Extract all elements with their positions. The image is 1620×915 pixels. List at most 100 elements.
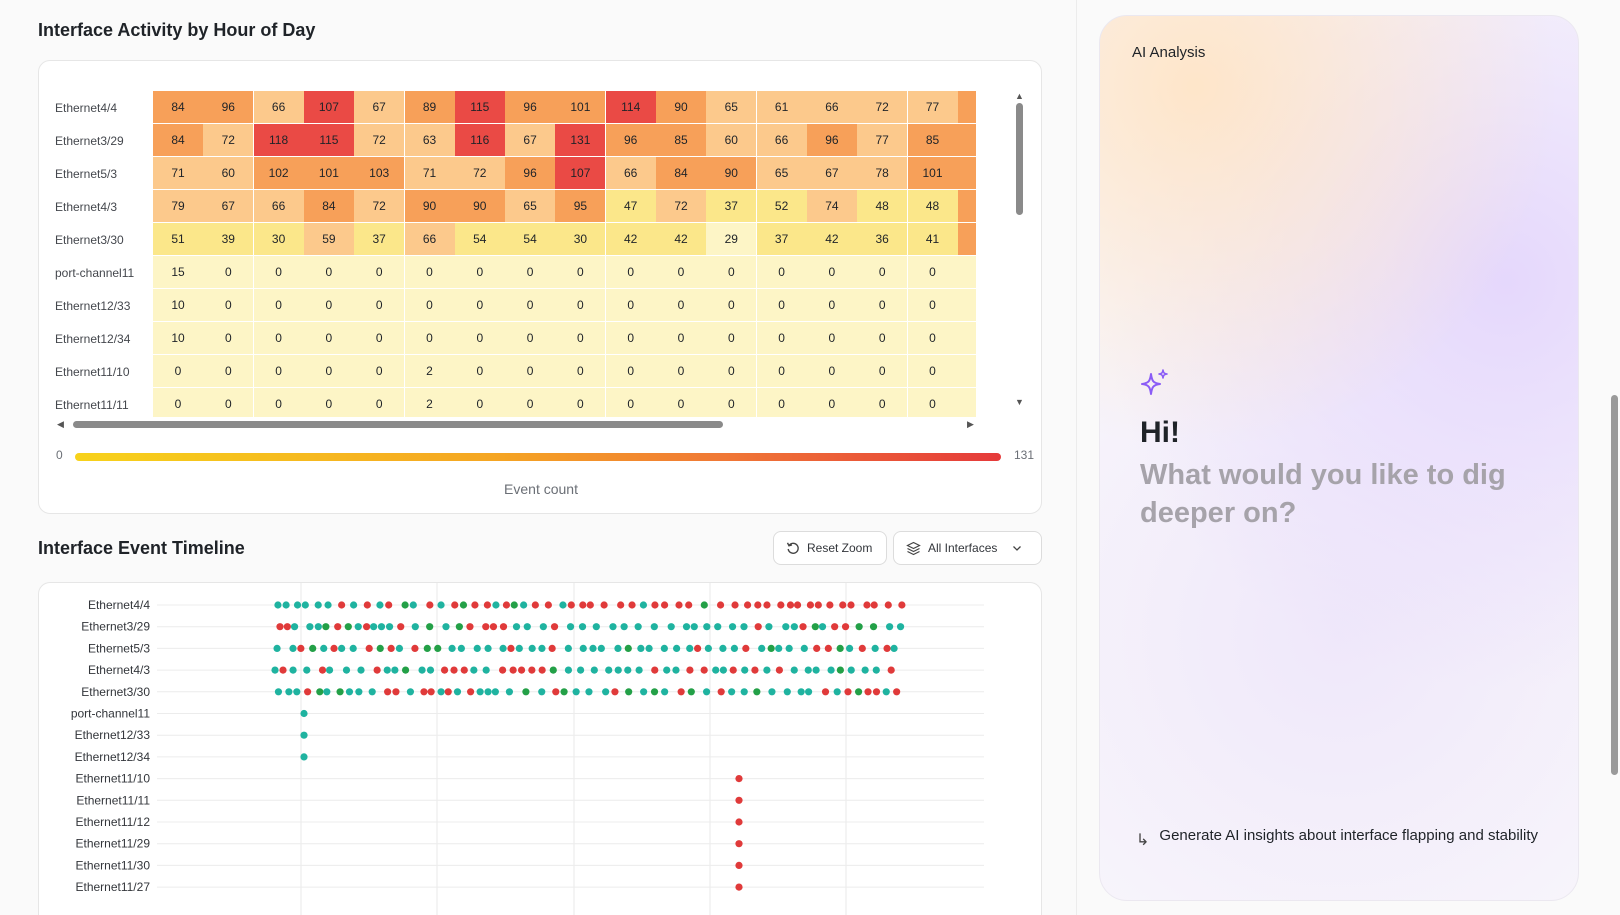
timeline-event-dot[interactable] <box>592 623 600 631</box>
heatmap-cell[interactable]: 0 <box>454 322 505 354</box>
timeline-event-dot[interactable] <box>847 601 855 609</box>
heatmap-cell[interactable]: 0 <box>354 256 405 288</box>
timeline-event-dot[interactable] <box>387 644 395 652</box>
heatmap-cell[interactable]: 37 <box>354 223 405 255</box>
timeline-event-dot[interactable] <box>457 644 465 652</box>
timeline-event-dot[interactable] <box>338 644 346 652</box>
heatmap-cell[interactable]: 61 <box>756 91 807 123</box>
timeline-event-dot[interactable] <box>323 688 331 696</box>
heatmap-cell[interactable]: 0 <box>203 322 254 354</box>
heatmap-cell[interactable]: 85 <box>656 124 706 156</box>
heatmap-cell[interactable]: 107 <box>555 157 606 189</box>
timeline-event-dot[interactable] <box>437 601 445 609</box>
timeline-event-dot[interactable] <box>799 623 807 631</box>
heatmap-cell[interactable]: 101 <box>303 157 354 189</box>
heatmap-cell[interactable]: 0 <box>505 322 556 354</box>
heatmap-cell[interactable]: 0 <box>454 256 505 288</box>
timeline-event-dot[interactable] <box>484 688 492 696</box>
heatmap-cell[interactable]: 96 <box>806 124 857 156</box>
timeline-event-dot[interactable] <box>687 688 695 696</box>
interface-filter-select[interactable]: All Interfaces <box>893 531 1042 565</box>
timeline-event-dot[interactable] <box>754 623 762 631</box>
timeline-event-dot[interactable] <box>559 601 567 609</box>
heatmap-cell[interactable]: 2 <box>404 388 455 417</box>
heatmap-cell[interactable]: 66 <box>806 91 857 123</box>
timeline-event-dot[interactable] <box>279 666 287 674</box>
heatmap-cell[interactable]: 0 <box>555 289 606 321</box>
timeline-event-dot[interactable] <box>639 601 648 609</box>
heatmap-cell[interactable]: 0 <box>253 355 304 387</box>
timeline-event-dot[interactable] <box>693 644 702 652</box>
heatmap-cell[interactable]: 42 <box>656 223 706 255</box>
timeline-event-dot[interactable] <box>893 688 901 696</box>
timeline-event-dot[interactable] <box>731 601 739 609</box>
timeline-event-dot[interactable] <box>354 623 362 631</box>
timeline-event-dot[interactable] <box>376 644 384 652</box>
timeline-event-dot[interactable] <box>297 644 305 652</box>
timeline-event-dot[interactable] <box>370 623 378 631</box>
timeline-event-dot[interactable] <box>274 688 283 696</box>
heatmap-cell[interactable]: 0 <box>706 388 757 417</box>
timeline-event-dot[interactable] <box>515 644 523 652</box>
heatmap-cell[interactable]: 29 <box>706 223 757 255</box>
heatmap-cell[interactable]: 0 <box>706 289 757 321</box>
heatmap-cell[interactable]: 72 <box>354 190 405 222</box>
timeline-event-dot[interactable] <box>276 623 284 631</box>
heatmap-cell[interactable]: 36 <box>857 223 908 255</box>
timeline-event-dot[interactable] <box>455 623 463 631</box>
timeline-event-dot[interactable] <box>309 644 317 652</box>
heatmap-cell[interactable]: 72 <box>354 124 405 156</box>
heatmap-cell[interactable]: 66 <box>605 157 656 189</box>
timeline-event-dot[interactable] <box>767 644 775 652</box>
timeline-event-dot[interactable] <box>411 644 419 652</box>
heatmap-cell[interactable]: 0 <box>605 289 656 321</box>
heatmap-cell[interactable]: 0 <box>454 355 505 387</box>
timeline-event-dot[interactable] <box>861 666 869 674</box>
heatmap-cell[interactable]: 116 <box>454 124 505 156</box>
heatmap-cell[interactable]: 0 <box>203 355 254 387</box>
timeline-event-dot[interactable] <box>600 601 608 609</box>
heatmap-cell[interactable]: 96 <box>505 157 556 189</box>
timeline-event-dot[interactable] <box>528 666 536 674</box>
timeline-event-dot[interactable] <box>818 623 827 631</box>
timeline-event-dot[interactable] <box>476 688 484 696</box>
timeline-event-dot[interactable] <box>751 666 759 674</box>
timeline-event-dot[interactable] <box>345 688 354 696</box>
heatmap-cell[interactable]: 39 <box>203 223 254 255</box>
timeline-event-dot[interactable] <box>357 666 365 674</box>
timeline-event-dot[interactable] <box>651 601 659 609</box>
heatmap-cell[interactable]: 0 <box>656 388 706 417</box>
timeline-event-dot[interactable] <box>482 623 490 631</box>
heatmap-cell[interactable]: 0 <box>404 322 455 354</box>
timeline-event-dot[interactable] <box>572 688 580 696</box>
timeline-event-dot[interactable] <box>579 644 587 652</box>
heatmap-cell[interactable]: 72 <box>454 157 505 189</box>
heatmap-cell[interactable]: 78 <box>857 157 908 189</box>
timeline-event-dot[interactable] <box>285 688 293 696</box>
timeline-event-dot[interactable] <box>719 666 727 674</box>
timeline-event-dot[interactable] <box>363 623 371 631</box>
timeline-event-dot[interactable] <box>550 623 559 631</box>
timeline-event-dot[interactable] <box>743 601 752 609</box>
timeline-event-dot[interactable] <box>730 644 739 652</box>
timeline-event-dot[interactable] <box>742 644 750 652</box>
timeline-event-dot[interactable] <box>531 601 539 609</box>
timeline-event-dot[interactable] <box>735 775 743 783</box>
timeline-event-dot[interactable] <box>844 688 852 696</box>
timeline-event-dot[interactable] <box>717 688 725 696</box>
timeline-event-dot[interactable] <box>589 644 597 652</box>
timeline-event-dot[interactable] <box>872 688 881 696</box>
timeline-event-dot[interactable] <box>754 601 762 609</box>
timeline-event-dot[interactable] <box>806 601 815 609</box>
heatmap-cell[interactable]: 0 <box>404 256 455 288</box>
timeline-event-dot[interactable] <box>303 666 311 674</box>
heatmap-cell[interactable]: 0 <box>505 355 556 387</box>
timeline-event-dot[interactable] <box>650 688 659 696</box>
timeline-event-dot[interactable] <box>614 666 622 674</box>
timeline-event-dot[interactable] <box>434 644 442 652</box>
timeline-event-dot[interactable] <box>377 623 386 631</box>
timeline-event-dot[interactable] <box>471 601 479 609</box>
timeline-event-dot[interactable] <box>673 644 681 652</box>
timeline-event-dot[interactable] <box>401 601 409 609</box>
timeline-event-dot[interactable] <box>660 601 669 609</box>
